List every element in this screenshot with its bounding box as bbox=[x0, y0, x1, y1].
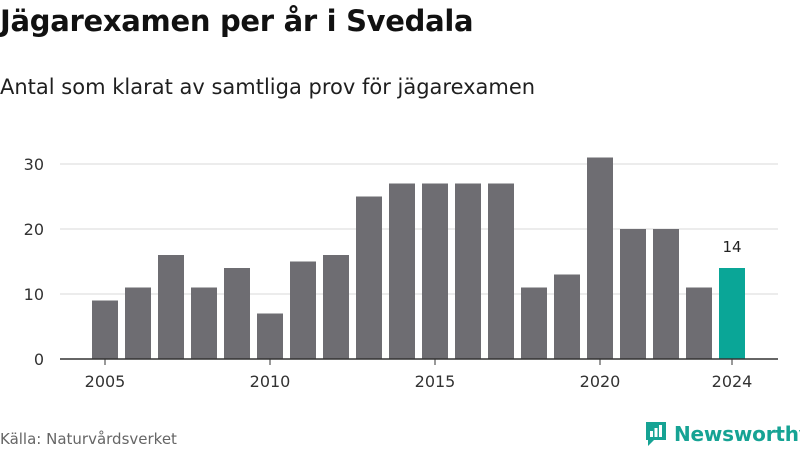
brand-logo: Newsworthy bbox=[644, 420, 800, 448]
y-tick-label: 20 bbox=[24, 220, 44, 239]
bar-2019 bbox=[554, 274, 580, 359]
bar-2018 bbox=[521, 287, 547, 359]
bar-2024 bbox=[719, 268, 745, 359]
x-tick-label: 2024 bbox=[712, 372, 753, 391]
bar-2015 bbox=[422, 183, 448, 359]
y-tick-label: 10 bbox=[24, 285, 44, 304]
bar-2023 bbox=[686, 287, 712, 359]
bar-2017 bbox=[488, 183, 514, 359]
bar-2013 bbox=[356, 196, 382, 359]
chart-subtitle: Antal som klarat av samtliga prov för jä… bbox=[0, 75, 536, 99]
bar-2006 bbox=[125, 287, 151, 359]
bar-2014 bbox=[389, 183, 415, 359]
data-label-2024: 14 bbox=[722, 238, 741, 256]
y-tick-label: 0 bbox=[34, 350, 44, 369]
bar-chart: 0 10 20 30 14 2005 2010 2015 2020 2024 bbox=[24, 155, 778, 391]
chart-title: Jägarexamen per år i Svedala bbox=[0, 4, 474, 38]
newsworthy-logo-icon bbox=[646, 422, 666, 446]
bar-2022 bbox=[653, 229, 679, 359]
bar-2010 bbox=[257, 313, 283, 359]
y-tick-label: 30 bbox=[24, 155, 44, 174]
bar-2020 bbox=[587, 157, 613, 359]
x-tick-label: 2015 bbox=[415, 372, 456, 391]
bar-2007 bbox=[158, 255, 184, 359]
bar-2008 bbox=[191, 287, 217, 359]
x-tick-label: 2010 bbox=[250, 372, 291, 391]
bar-2016 bbox=[455, 183, 481, 359]
x-tick-label: 2005 bbox=[85, 372, 126, 391]
bar-2011 bbox=[290, 261, 316, 359]
brand-name: Newsworthy bbox=[674, 422, 800, 446]
bar-2021 bbox=[620, 229, 646, 359]
bar-2009 bbox=[224, 268, 250, 359]
bar-2012 bbox=[323, 255, 349, 359]
source-note: Källa: Naturvårdsverket bbox=[0, 430, 177, 448]
x-tick-label: 2020 bbox=[580, 372, 621, 391]
bar-2005 bbox=[92, 300, 118, 359]
